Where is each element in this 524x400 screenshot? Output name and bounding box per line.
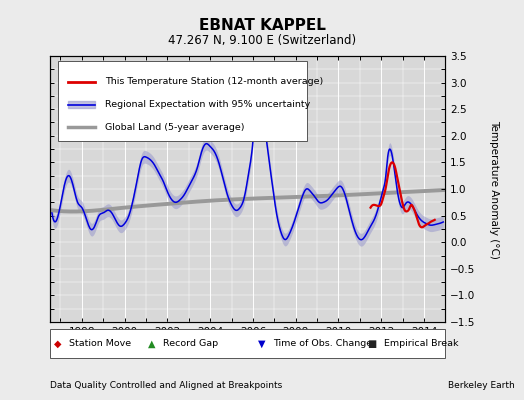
- Bar: [58, 61, 307, 141]
- Text: This Temperature Station (12-month average): This Temperature Station (12-month avera…: [105, 77, 323, 86]
- Text: Record Gap: Record Gap: [163, 339, 219, 348]
- Text: Berkeley Earth: Berkeley Earth: [448, 381, 515, 390]
- Text: Data Quality Controlled and Aligned at Breakpoints: Data Quality Controlled and Aligned at B…: [50, 381, 282, 390]
- Text: ▼: ▼: [258, 338, 266, 349]
- Text: Station Move: Station Move: [69, 339, 132, 348]
- Text: Regional Expectation with 95% uncertainty: Regional Expectation with 95% uncertaint…: [105, 100, 310, 109]
- Text: Global Land (5-year average): Global Land (5-year average): [105, 123, 245, 132]
- Text: Empirical Break: Empirical Break: [384, 339, 458, 348]
- Text: ■: ■: [367, 338, 377, 349]
- Text: 47.267 N, 9.100 E (Switzerland): 47.267 N, 9.100 E (Switzerland): [168, 34, 356, 47]
- Text: Time of Obs. Change: Time of Obs. Change: [274, 339, 373, 348]
- Y-axis label: Temperature Anomaly (°C): Temperature Anomaly (°C): [489, 120, 499, 258]
- Text: EBNAT KAPPEL: EBNAT KAPPEL: [199, 18, 325, 33]
- Text: ◆: ◆: [54, 338, 61, 349]
- Text: ▲: ▲: [148, 338, 156, 349]
